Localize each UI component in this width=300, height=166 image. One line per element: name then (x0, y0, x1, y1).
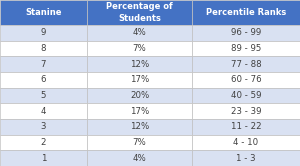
Bar (0, 0, 87, 25)
Text: 8: 8 (41, 44, 46, 53)
Bar (87, 88, 192, 103)
Bar (87, 119, 192, 135)
Text: 6: 6 (41, 75, 46, 84)
Bar (192, 25, 300, 41)
Text: 7: 7 (41, 60, 46, 69)
Bar (192, 41, 300, 56)
Text: 2: 2 (41, 138, 46, 147)
Text: 5: 5 (41, 91, 46, 100)
Text: 4%: 4% (133, 154, 146, 163)
Text: Percentage of
Students: Percentage of Students (106, 2, 173, 23)
Text: 89 - 95: 89 - 95 (231, 44, 261, 53)
Bar (87, 150, 192, 166)
Text: 1: 1 (41, 154, 46, 163)
Text: 3: 3 (41, 122, 46, 131)
Text: 23 - 39: 23 - 39 (231, 107, 261, 116)
Text: 96 - 99: 96 - 99 (231, 28, 261, 37)
Text: 7%: 7% (133, 44, 146, 53)
Bar (192, 56, 300, 72)
Bar (192, 119, 300, 135)
Bar (87, 72, 192, 88)
Bar (0, 119, 87, 135)
Text: 20%: 20% (130, 91, 149, 100)
Text: 17%: 17% (130, 107, 149, 116)
Text: Percentile Ranks: Percentile Ranks (206, 8, 286, 17)
Bar (0, 88, 87, 103)
Bar (87, 135, 192, 150)
Text: 1 - 3: 1 - 3 (236, 154, 256, 163)
Bar (87, 56, 192, 72)
Bar (0, 150, 87, 166)
Bar (87, 41, 192, 56)
Bar (0, 56, 87, 72)
Text: 40 - 59: 40 - 59 (231, 91, 261, 100)
Text: 7%: 7% (133, 138, 146, 147)
Text: 4%: 4% (133, 28, 146, 37)
Bar (0, 103, 87, 119)
Text: 11 - 22: 11 - 22 (231, 122, 261, 131)
Bar (192, 135, 300, 150)
Text: 4: 4 (41, 107, 46, 116)
Bar (192, 88, 300, 103)
Bar (192, 0, 300, 25)
Text: 12%: 12% (130, 122, 149, 131)
Bar (87, 103, 192, 119)
Text: 60 - 76: 60 - 76 (231, 75, 261, 84)
Bar (192, 103, 300, 119)
Bar (0, 135, 87, 150)
Bar (87, 25, 192, 41)
Text: 4 - 10: 4 - 10 (233, 138, 259, 147)
Bar (0, 72, 87, 88)
Bar (0, 41, 87, 56)
Text: Stanine: Stanine (25, 8, 62, 17)
Bar (192, 72, 300, 88)
Text: 17%: 17% (130, 75, 149, 84)
Text: 77 - 88: 77 - 88 (231, 60, 261, 69)
Text: 9: 9 (41, 28, 46, 37)
Bar (0, 25, 87, 41)
Text: 12%: 12% (130, 60, 149, 69)
Bar (192, 150, 300, 166)
Bar (87, 0, 192, 25)
